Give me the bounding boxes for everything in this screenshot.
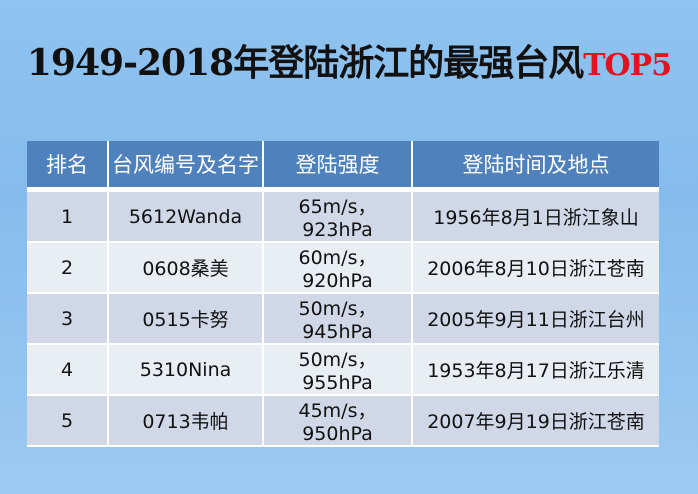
cell-rank: 4 xyxy=(27,344,109,396)
typhoon-table: 排名 台风编号及名字 登陆强度 登陆时间及地点 1 5612Wanda 65m/s，… xyxy=(27,141,659,447)
title-text: 1949-2018年登陆浙江的最强台风 xyxy=(26,42,584,84)
cell-rank: 2 xyxy=(27,242,109,294)
cell-time-place: 2007年9月19日浙江苍南 xyxy=(412,395,659,447)
cell-intensity: 45m/s，950hPa xyxy=(263,395,413,447)
cell-intensity: 60m/s，920hPa xyxy=(263,242,413,294)
title-highlight: TOP5 xyxy=(583,48,672,83)
cell-time-place: 2006年8月10日浙江苍南 xyxy=(412,242,659,294)
cell-name: 0713韦帕 xyxy=(108,395,264,447)
header-name: 台风编号及名字 xyxy=(108,141,264,192)
cell-time-place: 2005年9月11日浙江台州 xyxy=(412,293,659,345)
cell-name: 0608桑美 xyxy=(108,242,264,294)
table-row: 3 0515卡努 50m/s，945hPa 2005年9月11日浙江台州 xyxy=(27,293,659,345)
cell-name: 5612Wanda xyxy=(108,189,264,243)
header-time-place: 登陆时间及地点 xyxy=(412,141,659,192)
header-rank: 排名 xyxy=(27,141,109,192)
table-row: 1 5612Wanda 65m/s，923hPa 1956年8月1日浙江象山 xyxy=(27,189,659,243)
cell-name: 5310Nina xyxy=(108,344,264,396)
cell-name: 0515卡努 xyxy=(108,293,264,345)
cell-rank: 5 xyxy=(27,395,109,447)
cell-time-place: 1953年8月17日浙江乐清 xyxy=(412,344,659,396)
cell-rank: 1 xyxy=(27,189,109,243)
cell-time-place: 1956年8月1日浙江象山 xyxy=(412,189,659,243)
header-row: 排名 台风编号及名字 登陆强度 登陆时间及地点 xyxy=(27,141,659,192)
table-row: 5 0713韦帕 45m/s，950hPa 2007年9月19日浙江苍南 xyxy=(27,395,659,447)
page-title: 1949-2018年登陆浙江的最强台风TOP5 xyxy=(0,34,698,86)
cell-intensity: 50m/s，955hPa xyxy=(263,344,413,396)
cell-rank: 3 xyxy=(27,293,109,345)
cell-intensity: 50m/s，945hPa xyxy=(263,293,413,345)
table-row: 2 0608桑美 60m/s，920hPa 2006年8月10日浙江苍南 xyxy=(27,242,659,294)
table-row: 4 5310Nina 50m/s，955hPa 1953年8月17日浙江乐清 xyxy=(27,344,659,396)
cell-intensity: 65m/s，923hPa xyxy=(263,189,413,243)
header-intensity: 登陆强度 xyxy=(263,141,413,192)
